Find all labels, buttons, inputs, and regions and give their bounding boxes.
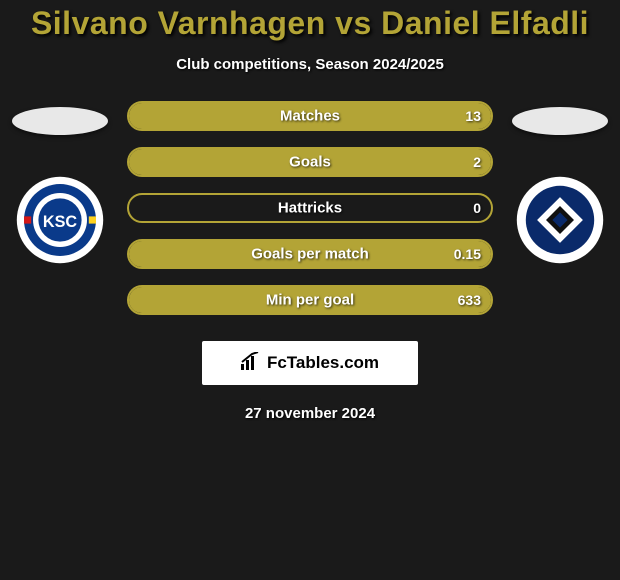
chart-icon <box>241 352 261 375</box>
date-text: 27 november 2024 <box>0 405 620 422</box>
hsv-badge-icon <box>515 175 605 265</box>
brand-text: FcTables.com <box>267 353 379 373</box>
svg-text:KSC: KSC <box>43 213 77 231</box>
stat-label: Matches <box>280 108 340 125</box>
ksc-badge-icon: KSC <box>15 175 105 265</box>
left-club-badge: KSC <box>15 175 105 265</box>
stats-column: Matches 13 Goals 2 Hattricks 0 Goals per match… <box>112 101 508 331</box>
left-player-avatar <box>12 107 108 135</box>
stat-row: Hattricks 0 <box>127 193 493 223</box>
stat-row: Matches 13 <box>127 101 493 131</box>
stat-value-right: 0.15 <box>454 246 481 262</box>
stat-row: Goals 2 <box>127 147 493 177</box>
page-title: Silvano Varnhagen vs Daniel Elfadli <box>0 5 620 42</box>
stat-label: Hattricks <box>278 200 342 217</box>
stat-value-right: 2 <box>473 154 481 170</box>
subtitle: Club competitions, Season 2024/2025 <box>0 56 620 73</box>
stat-value-right: 633 <box>458 292 481 308</box>
stat-row: Goals per match 0.15 <box>127 239 493 269</box>
right-player-avatar <box>512 107 608 135</box>
stat-value-right: 13 <box>465 108 481 124</box>
left-player-col: KSC <box>8 101 112 265</box>
stat-value-right: 0 <box>473 200 481 216</box>
stat-label: Min per goal <box>266 292 354 309</box>
comparison-widget: Silvano Varnhagen vs Daniel Elfadli Club… <box>0 0 620 422</box>
right-club-badge <box>515 175 605 265</box>
stat-label: Goals <box>289 154 331 171</box>
brand-badge[interactable]: FcTables.com <box>202 341 418 385</box>
stat-label: Goals per match <box>251 246 369 263</box>
main-row: KSC Matches 13 Goals 2 Hattricks 0 Goals per m… <box>0 101 620 331</box>
right-player-col <box>508 101 612 265</box>
stat-row: Min per goal 633 <box>127 285 493 315</box>
